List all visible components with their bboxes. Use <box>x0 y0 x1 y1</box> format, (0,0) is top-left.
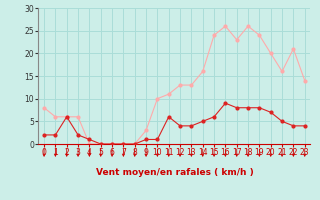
X-axis label: Vent moyen/en rafales ( km/h ): Vent moyen/en rafales ( km/h ) <box>96 168 253 177</box>
